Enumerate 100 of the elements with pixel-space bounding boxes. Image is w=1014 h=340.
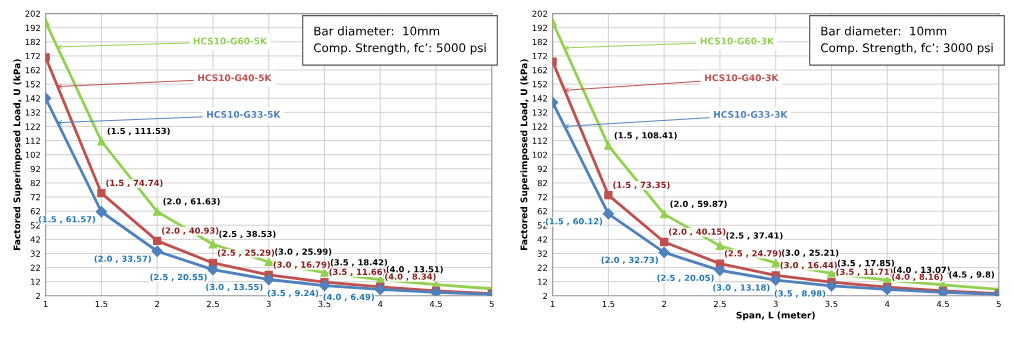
y-tick-label: 162 [532, 67, 547, 74]
y-tick-label: 182 [25, 38, 40, 46]
data-label: (2.5 , 37.41) [726, 232, 783, 240]
y-tick-label: 62 [537, 208, 547, 215]
data-label: (3.5 , 8.98) [774, 290, 826, 298]
y-tick-label: 82 [537, 179, 547, 187]
y-tick-label: 22 [30, 264, 40, 271]
y-tick-label: 42 [30, 236, 40, 243]
data-label: (3.0 , 25.21) [781, 249, 839, 257]
data-label: (2.0 , 61.63) [163, 198, 220, 206]
y-tick-label: 32 [537, 250, 547, 257]
y-tick-label: 102 [532, 151, 547, 158]
y-tick-label: 122 [532, 123, 547, 130]
y-tick-label: 22 [537, 264, 547, 271]
data-label: (2.0 , 32.73) [601, 256, 658, 265]
data-label: (1.5 , 74.74) [106, 179, 163, 188]
y-tick-label: 102 [25, 151, 40, 158]
x-tick-label: 5 [996, 300, 1001, 308]
x-tick-label: 5 [489, 300, 494, 308]
data-label: (3.0 , 13.18) [713, 284, 770, 292]
data-label: (2.5 , 20.55) [150, 273, 207, 282]
data-label: (3.5 , 18.42) [330, 259, 388, 267]
x-tick-label: 1.5 [95, 300, 108, 308]
y-tick-label: 72 [30, 194, 40, 201]
y-tick-label: 132 [532, 109, 547, 116]
annotation: Bar diameter: 10mm Comp. Strength, fc’: 3000 psi [820, 26, 993, 55]
data-label: (1.5 , 61.57) [38, 215, 96, 224]
data-label: (4.0 , 6.49) [323, 293, 374, 302]
x-tick-label: 2.5 [206, 300, 219, 308]
text: HCS10-G60-3K [700, 37, 775, 45]
y-tick-label: 132 [25, 109, 40, 116]
x-tick-label: 4 [885, 300, 890, 307]
data-label: (2.5 , 24.79) [724, 250, 782, 258]
y-tick-label: 62 [30, 208, 40, 215]
y-tick-label: 12 [538, 278, 547, 285]
data-label: (3.5 , 11.66) [329, 268, 386, 277]
y-tick-label: 72 [537, 194, 547, 201]
text: HCS10-G60-5K [193, 37, 268, 45]
data-label: (4.5 , 9.8) [949, 271, 994, 279]
x-tick-label: 2.5 [713, 300, 726, 308]
data-label: (4.0 , 8.16) [892, 273, 943, 281]
x-tick-label: 4 [378, 300, 383, 307]
data-label: (3.5 , 11.71) [836, 268, 893, 276]
y-tick-label: 2 [543, 292, 547, 299]
y-tick-label: 32 [30, 250, 40, 257]
data-label: (1.5 , 73.35) [613, 181, 670, 190]
y-tick-label: 82 [30, 179, 40, 187]
y-tick-label: 162 [25, 67, 40, 74]
y-tick-label: 192 [25, 24, 40, 31]
y-tick-label: 152 [25, 81, 40, 88]
data-label: (1.5 , 111.53) [107, 127, 170, 136]
y-tick-label: 182 [532, 38, 547, 46]
x-axis-title: Span, L (meter) [736, 311, 815, 321]
y-axis-title: Factored Superimposed Load, U (kPa) [520, 59, 530, 251]
y-tick-label: 112 [25, 137, 40, 144]
text: HCS10-G40-3K [705, 74, 779, 82]
data-label: (4.0 , 8.34) [385, 273, 436, 281]
data-label: (3.0 , 16.44) [780, 261, 837, 270]
y-tick-label: 42 [537, 236, 547, 243]
data-label: (2.5 , 20.05) [657, 274, 714, 283]
x-tick-label: 3 [773, 300, 778, 308]
y-axis-title: Factored Superimposed Load, U (kPa) [13, 59, 23, 251]
x-tick-label: 3.5 [825, 300, 838, 308]
y-tick-label: 52 [30, 222, 40, 229]
y-tick-label: 92 [30, 165, 40, 173]
x-tick-label: 3 [266, 300, 271, 308]
data-label: (3.5 , 9.24) [267, 289, 319, 298]
x-tick-label: 4.5 [429, 300, 442, 308]
text: HCS10-G40-5K [198, 74, 272, 82]
data-label: (2.0 , 33.57) [94, 255, 151, 263]
x-tick-label: 1 [550, 300, 555, 307]
data-label: (3.0 , 16.79) [273, 261, 330, 269]
y-tick-label: 202 [25, 10, 40, 17]
data-label: (1.5 , 60.12) [545, 217, 603, 226]
x-tick-label: 1.5 [602, 300, 615, 308]
y-tick-label: 142 [532, 95, 547, 102]
y-tick-label: 142 [25, 95, 40, 102]
data-label: (1.5 , 108.41) [614, 132, 677, 140]
data-label: (3.5 , 17.85) [837, 259, 895, 268]
data-label: (2.0 , 40.93) [162, 227, 219, 235]
data-label: (2.0 , 40.15) [669, 228, 726, 236]
y-tick-label: 172 [532, 52, 547, 60]
y-tick-label: 112 [532, 137, 547, 144]
y-tick-label: 92 [537, 165, 547, 173]
text: HCS10-G33-3K [714, 110, 788, 118]
data-label: (4.0 , 13.51) [386, 265, 443, 274]
data-label: (3.0 , 13.55) [206, 283, 263, 292]
x-tick-label: 2 [662, 300, 666, 307]
y-tick-label: 152 [532, 81, 547, 88]
y-tick-label: 122 [25, 123, 40, 130]
data-label: (2.0 , 59.87) [670, 200, 727, 209]
text: HCS10-G33-5K [207, 110, 281, 118]
x-tick-label: 1 [43, 300, 48, 307]
x-tick-label: 3.5 [318, 300, 331, 308]
data-label: (2.5 , 25.29) [217, 249, 275, 257]
x-tick-label: 2 [155, 300, 159, 307]
y-tick-label: 192 [532, 24, 547, 31]
y-tick-label: 12 [31, 278, 40, 285]
data-label: (2.5 , 38.53) [219, 230, 276, 239]
y-tick-label: 2 [36, 292, 40, 299]
